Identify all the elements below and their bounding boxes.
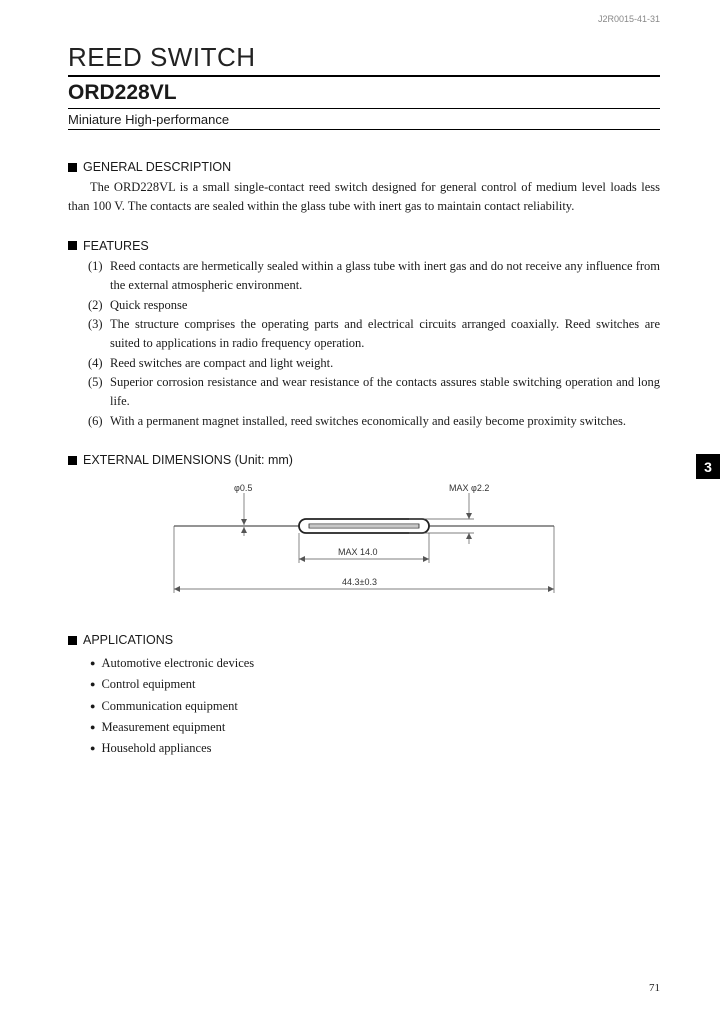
section-heading: FEATURES — [68, 239, 660, 253]
feature-item: (5) Superior corrosion resistance and we… — [88, 373, 660, 412]
section-general-description: GENERAL DESCRIPTION The ORD228VL is a sm… — [68, 160, 660, 217]
page-number: 71 — [649, 982, 660, 994]
feature-item-text: Reed contacts are hermetically sealed wi… — [110, 257, 660, 296]
section-heading: EXTERNAL DIMENSIONS (Unit: mm) — [68, 453, 660, 467]
subtitle-rule-top — [68, 108, 660, 109]
section-heading: APPLICATIONS — [68, 633, 660, 647]
svg-text:φ0.5: φ0.5 — [234, 483, 252, 493]
square-bullet-icon — [68, 241, 77, 250]
title-rule — [68, 75, 660, 77]
feature-item-number: (3) — [88, 315, 110, 354]
square-bullet-icon — [68, 163, 77, 172]
dimensions-diagram: φ0.5 MAX φ2.2 MAX 14.0 44.3±0.3 — [68, 481, 660, 611]
feature-item-number: (5) — [88, 373, 110, 412]
feature-item-text: Superior corrosion resistance and wear r… — [110, 373, 660, 412]
reed-switch-diagram-svg: φ0.5 MAX φ2.2 MAX 14.0 44.3±0.3 — [149, 481, 579, 611]
section-features: FEATURES (1) Reed contacts are hermetica… — [68, 239, 660, 431]
feature-item-text: The structure comprises the operating pa… — [110, 315, 660, 354]
general-description-body: The ORD228VL is a small single-contact r… — [68, 178, 660, 217]
heading-text: EXTERNAL DIMENSIONS (Unit: mm) — [83, 453, 293, 467]
heading-text: APPLICATIONS — [83, 633, 173, 647]
title-block: REED SWITCH ORD228VL Miniature High-perf… — [68, 42, 660, 130]
feature-item-number: (1) — [88, 257, 110, 296]
application-item: Measurement equipment — [90, 717, 660, 738]
svg-text:44.3±0.3: 44.3±0.3 — [342, 577, 377, 587]
application-item: Automotive electronic devices — [90, 653, 660, 674]
feature-item-text: Reed switches are compact and light weig… — [110, 354, 660, 373]
section-external-dimensions: EXTERNAL DIMENSIONS (Unit: mm) φ0.5 MAX φ… — [68, 453, 660, 611]
feature-item: (2) Quick response — [88, 296, 660, 315]
application-item: Communication equipment — [90, 696, 660, 717]
feature-item-text: With a permanent magnet installed, reed … — [110, 412, 660, 431]
feature-item: (1) Reed contacts are hermetically seale… — [88, 257, 660, 296]
square-bullet-icon — [68, 456, 77, 465]
feature-item: (3) The structure comprises the operatin… — [88, 315, 660, 354]
part-number: ORD228VL — [68, 81, 660, 105]
feature-item-number: (4) — [88, 354, 110, 373]
section-heading: GENERAL DESCRIPTION — [68, 160, 660, 174]
heading-text: FEATURES — [83, 239, 149, 253]
heading-text: GENERAL DESCRIPTION — [83, 160, 231, 174]
svg-text:MAX 14.0: MAX 14.0 — [338, 547, 378, 557]
svg-text:MAX φ2.2: MAX φ2.2 — [449, 483, 489, 493]
application-item: Household appliances — [90, 738, 660, 759]
features-list: (1) Reed contacts are hermetically seale… — [68, 257, 660, 431]
subtitle: Miniature High-performance — [68, 112, 660, 127]
application-item: Control equipment — [90, 674, 660, 695]
square-bullet-icon — [68, 636, 77, 645]
feature-item-text: Quick response — [110, 296, 660, 315]
feature-item: (6) With a permanent magnet installed, r… — [88, 412, 660, 431]
section-applications: APPLICATIONS Automotive electronic devic… — [68, 633, 660, 759]
feature-item-number: (2) — [88, 296, 110, 315]
document-code: J2R0015-41-31 — [598, 14, 660, 24]
main-title: REED SWITCH — [68, 42, 660, 73]
subtitle-rule-bottom — [68, 129, 660, 130]
applications-list: Automotive electronic devicesControl equ… — [68, 653, 660, 759]
feature-item: (4) Reed switches are compact and light … — [88, 354, 660, 373]
chapter-tab: 3 — [696, 454, 720, 479]
feature-item-number: (6) — [88, 412, 110, 431]
